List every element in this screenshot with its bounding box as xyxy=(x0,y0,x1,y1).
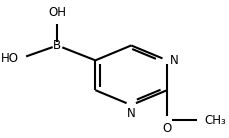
Text: CH₃: CH₃ xyxy=(203,113,225,127)
Text: HO: HO xyxy=(1,52,19,65)
Text: OH: OH xyxy=(48,6,66,19)
Text: N: N xyxy=(126,107,135,120)
Text: B: B xyxy=(53,39,61,52)
Text: N: N xyxy=(170,54,178,67)
Text: O: O xyxy=(162,122,171,135)
